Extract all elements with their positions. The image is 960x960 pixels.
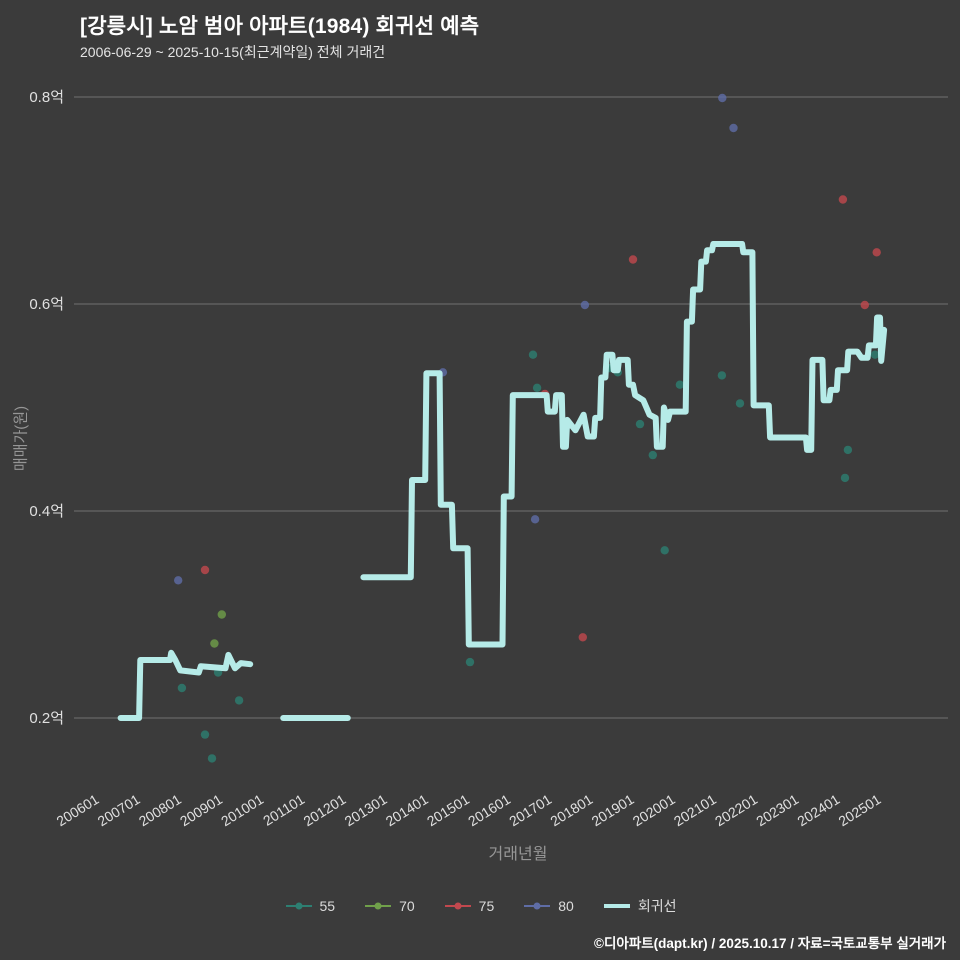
regression-line [360,241,888,648]
scatter-point-80[interactable] [174,576,183,585]
legend-marker-icon [365,902,392,910]
scatter-point-80[interactable] [530,515,540,524]
scatter-point-75[interactable] [872,248,881,257]
page-subtitle: 2006-06-29 ~ 2025-10-15(최근계약일) 전체 거래건 [80,44,386,60]
x-tick-label: 202501 [836,791,884,829]
x-tick-label: 200601 [53,791,101,829]
scatter-point-75[interactable] [860,300,869,310]
legend-label: 55 [319,898,336,914]
y-axis-title: 매매가(원) [12,405,30,472]
scatter-point-55[interactable] [717,371,727,380]
legend-item-70[interactable]: 70 [363,898,415,914]
legend-label: 70 [399,898,415,914]
scatter-point-75[interactable] [628,255,638,264]
scatter-point-55[interactable] [840,473,850,483]
legend-item-80[interactable]: 80 [522,898,574,914]
y-tick-label: 0.4억 [29,503,64,520]
x-tick-label: 200701 [95,791,143,829]
legend-marker-icon [444,902,471,910]
scatter-point-75[interactable] [838,195,848,204]
x-tick-label: 201501 [424,791,472,829]
scatter-point-55[interactable] [532,383,542,392]
x-tick-label: 202301 [753,791,801,829]
scatter-point-55[interactable] [177,683,187,693]
x-tick-label: 202401 [794,791,842,829]
x-tick-label: 201001 [218,791,266,829]
x-tick-label: 202001 [630,791,678,829]
legend-marker-icon [603,904,630,908]
legend: 55 70 75 80 회귀선 [0,896,960,916]
scatter-point-55[interactable] [234,696,244,705]
x-tick-label: 202101 [671,791,719,829]
scatter-point-80[interactable] [718,93,727,103]
y-tick-label: 0.8억 [29,89,64,106]
x-tick-label: 201901 [589,791,637,829]
legend-item-55[interactable]: 55 [284,898,336,914]
scatter-point-55[interactable] [635,419,645,429]
scatter-point-55[interactable] [200,730,210,739]
footer-credit: ©디아파트(dapt.kr) / 2025.10.17 / 자료=국토교통부 실… [594,936,946,951]
scatter-point-55[interactable] [675,380,685,389]
legend-marker-icon [285,902,312,910]
scatter-point-55[interactable] [843,445,853,455]
scatter-point-55[interactable] [465,657,475,667]
regression-line [117,649,254,721]
legend-label: 회귀선 [637,898,677,914]
scatter-point-55[interactable] [660,546,669,555]
scatter-point-80[interactable] [729,123,738,133]
x-tick-label: 200801 [136,791,184,829]
legend-label: 80 [558,898,574,914]
y-tick-label: 0.6억 [29,296,64,313]
x-tick-label: 201701 [506,791,554,829]
legend-item-회귀선[interactable]: 회귀선 [602,896,677,916]
scatter-point-70[interactable] [210,639,219,648]
y-tick-label: 0.2억 [29,710,64,727]
scatter-point-75[interactable] [578,633,587,642]
scatter-point-55[interactable] [870,350,880,359]
legend-marker-icon [524,902,551,910]
x-tick-label: 201401 [383,791,431,829]
x-tick-label: 201601 [465,791,513,829]
scatter-point-55[interactable] [207,754,217,763]
x-tick-label: 201301 [342,791,390,829]
page-title: [강릉시] 노암 범아 아파트(1984) 회귀선 예측 [80,15,480,38]
scatter-point-70[interactable] [217,610,226,619]
x-tick-label: 201801 [547,791,595,829]
x-tick-label: 201201 [300,791,348,829]
scatter-point-55[interactable] [735,399,745,408]
x-tick-label: 201101 [260,791,307,829]
scatter-point-75[interactable] [200,565,210,575]
scatter-point-55[interactable] [648,450,657,460]
scatter-point-80[interactable] [580,300,590,310]
legend-label: 75 [478,898,495,914]
x-tick-label: 202201 [712,791,760,829]
scatter-point-55[interactable] [528,350,538,359]
legend-item-75[interactable]: 75 [443,898,495,914]
x-tick-label: 200901 [177,791,225,829]
x-axis-title: 거래년월 [488,846,548,863]
